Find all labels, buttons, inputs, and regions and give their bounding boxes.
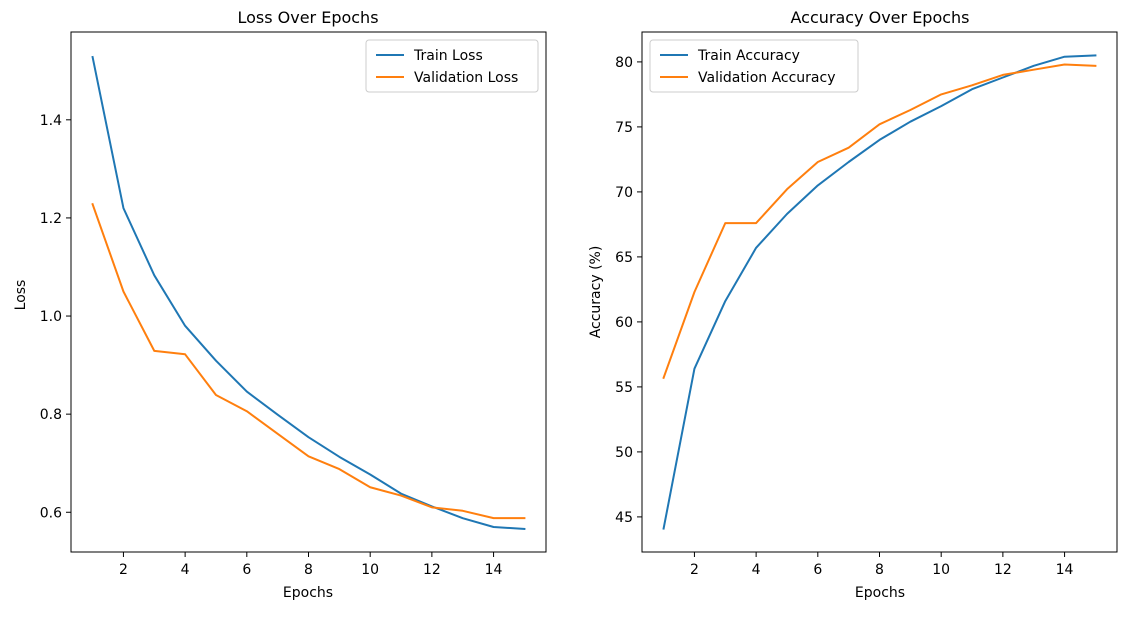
loss-x-tick-label: 8: [304, 562, 313, 578]
loss-x-axis-label: Epochs: [283, 585, 333, 601]
accuracy-y-tick-label: 80: [615, 55, 633, 71]
loss-x-tick-label: 14: [485, 562, 503, 578]
accuracy-legend-label-1: Validation Accuracy: [698, 70, 836, 86]
loss-y-tick-label: 1.4: [40, 113, 62, 129]
loss-series-line-0: [91, 55, 526, 531]
loss-plot-area: 2 4 6 8 10 12 14 0.6 0.8 1.0 1.2 1.4 Train Loss Valid…: [40, 31, 547, 578]
loss-chart-title: Loss Over Epochs: [237, 8, 378, 27]
accuracy-y-tick-label: 55: [615, 380, 633, 396]
loss-legend-label-1: Validation Loss: [414, 70, 518, 86]
loss-series-line-1: [91, 202, 526, 520]
loss-x-tick-label: 6: [242, 562, 251, 578]
accuracy-y-tick-label: 70: [615, 185, 633, 201]
accuracy-chart: Accuracy Over Epochs 2 4 6 8 10 12 14 45 50 55 60 6…: [588, 8, 1118, 601]
loss-y-tick-label: 0.6: [40, 505, 62, 521]
accuracy-legend-label-0: Train Accuracy: [697, 48, 800, 64]
accuracy-y-tick-label: 75: [615, 120, 633, 136]
accuracy-x-tick-label: 12: [994, 562, 1012, 578]
loss-x-tick-label: 4: [181, 562, 190, 578]
loss-x-tick-label: 2: [119, 562, 128, 578]
accuracy-chart-title: Accuracy Over Epochs: [790, 8, 969, 27]
accuracy-x-tick-label: 2: [690, 562, 699, 578]
accuracy-series-line-0: [662, 54, 1097, 530]
accuracy-x-tick-label: 8: [875, 562, 884, 578]
accuracy-y-tick-label: 65: [615, 250, 633, 266]
accuracy-y-tick-label: 50: [615, 445, 633, 461]
accuracy-x-tick-label: 6: [813, 562, 822, 578]
loss-y-tick-label: 1.2: [40, 211, 62, 227]
accuracy-x-tick-label: 4: [752, 562, 761, 578]
accuracy-y-tick-label: 60: [615, 315, 633, 331]
loss-y-tick-label: 0.8: [40, 407, 62, 423]
accuracy-y-tick-label: 45: [615, 510, 633, 526]
accuracy-x-axis-label: Epochs: [855, 585, 905, 601]
loss-legend-box: [365, 39, 539, 93]
accuracy-legend: Train Accuracy Validation Accuracy: [649, 39, 859, 93]
loss-y-axis-label: Loss: [13, 280, 29, 311]
accuracy-series-line-1: [662, 63, 1097, 380]
accuracy-legend-box: [649, 39, 859, 93]
accuracy-y-axis-label: Accuracy (%): [588, 246, 604, 339]
loss-legend: Train Loss Validation Loss: [365, 39, 539, 93]
accuracy-x-tick-label: 10: [932, 562, 950, 578]
accuracy-plot-area: 2 4 6 8 10 12 14 45 50 55 60 65 70 75 80 Train Accuracy…: [615, 31, 1118, 578]
loss-chart: Loss Over Epochs 2 4 6 8 10 12 14 0.6 0.8 1.0 1.2 1…: [13, 8, 547, 601]
loss-y-tick-label: 1.0: [40, 309, 62, 325]
loss-legend-label-0: Train Loss: [413, 48, 483, 64]
accuracy-x-tick-label: 14: [1056, 562, 1074, 578]
loss-x-tick-label: 10: [361, 562, 379, 578]
loss-x-tick-label: 12: [423, 562, 441, 578]
